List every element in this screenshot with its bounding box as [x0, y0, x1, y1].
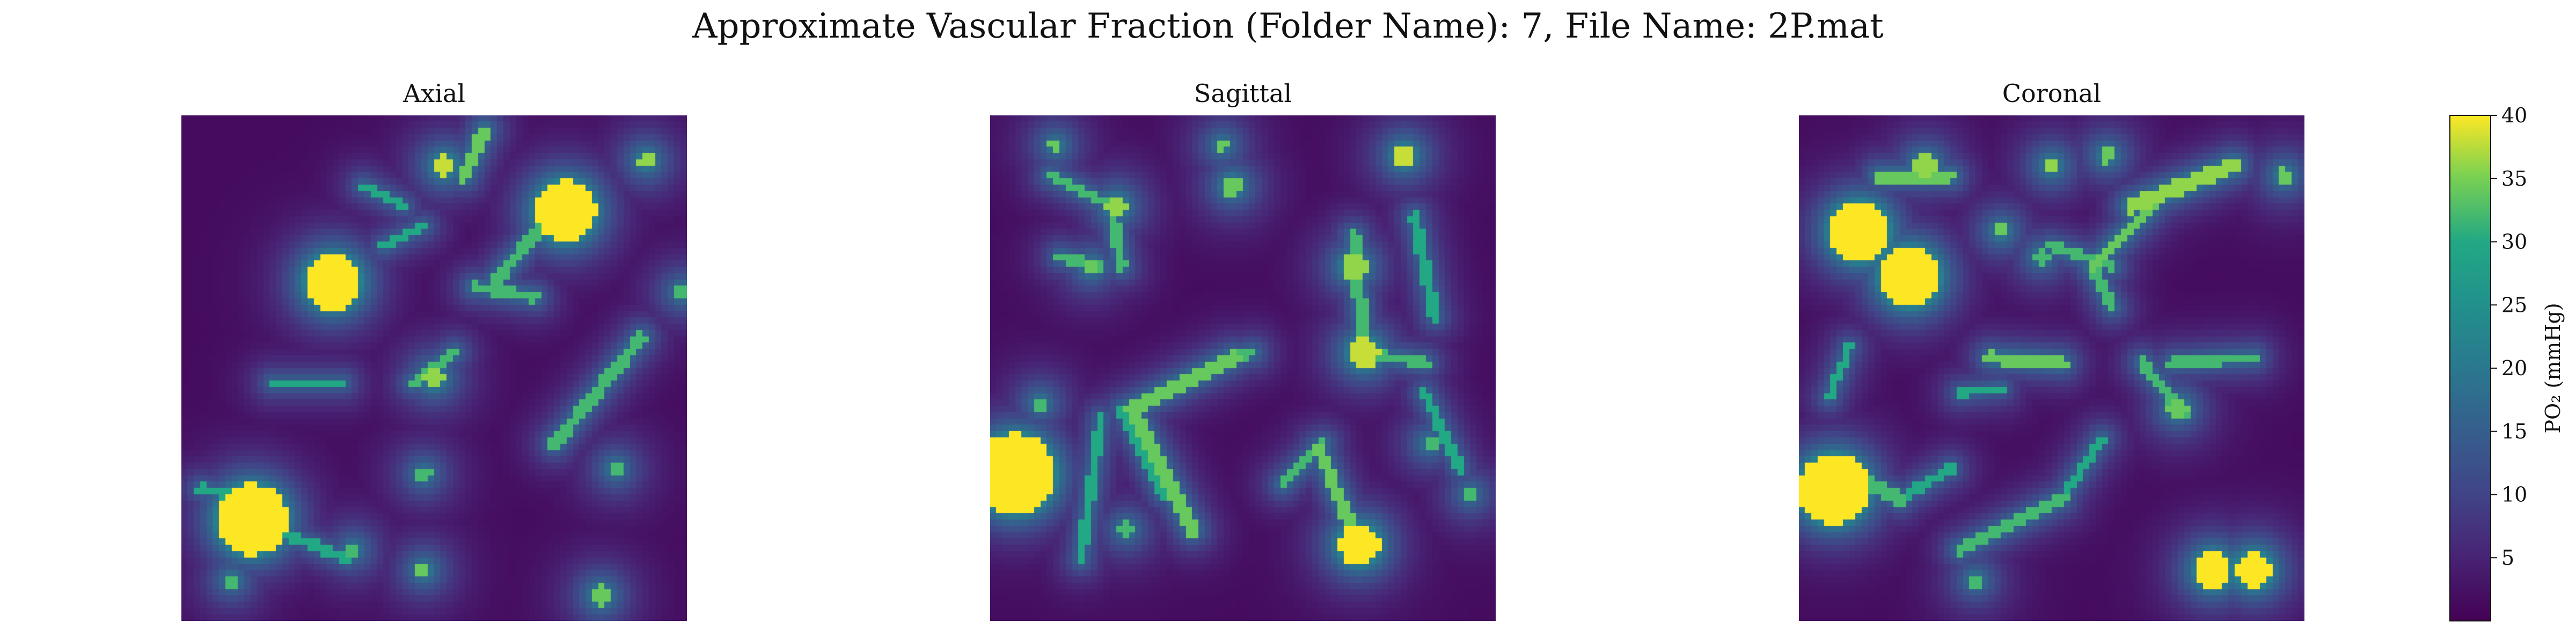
colorbar-tick-label: 15	[2501, 420, 2527, 443]
colorbar-label: PO₂ (mmHg)	[2541, 303, 2565, 433]
colorbar-tick-label: 10	[2501, 483, 2527, 507]
panel-title-coronal: Coronal	[2002, 79, 2101, 108]
heatmap-canvas-axial	[181, 115, 687, 621]
colorbar-tick-label: 30	[2501, 230, 2527, 254]
colorbar-ticks: 5 10 15 20 25 30 35 40	[2491, 104, 2527, 569]
colorbar-tick-label: 35	[2501, 167, 2527, 191]
panel-title-axial: Axial	[402, 79, 465, 108]
figure-title: Approximate Vascular Fraction (Folder Na…	[692, 6, 1884, 46]
colorbar-tick-label: 40	[2501, 104, 2527, 127]
heatmap-coronal	[1799, 115, 2304, 621]
colorbar-tick-label: 5	[2501, 546, 2514, 569]
heatmap-canvas-coronal	[1799, 115, 2304, 621]
heatmap-sagittal	[990, 115, 1496, 621]
colorbar: 5 10 15 20 25 30 35 40 PO₂ (mmHg)	[2449, 104, 2565, 621]
panel-title-sagittal: Sagittal	[1194, 79, 1292, 108]
heatmap-canvas-sagittal	[990, 115, 1496, 621]
colorbar-tick-label: 20	[2501, 356, 2527, 380]
colorbar-tick-label: 25	[2501, 293, 2527, 317]
colorbar-gradient	[2449, 115, 2491, 621]
heatmap-axial	[181, 115, 687, 621]
